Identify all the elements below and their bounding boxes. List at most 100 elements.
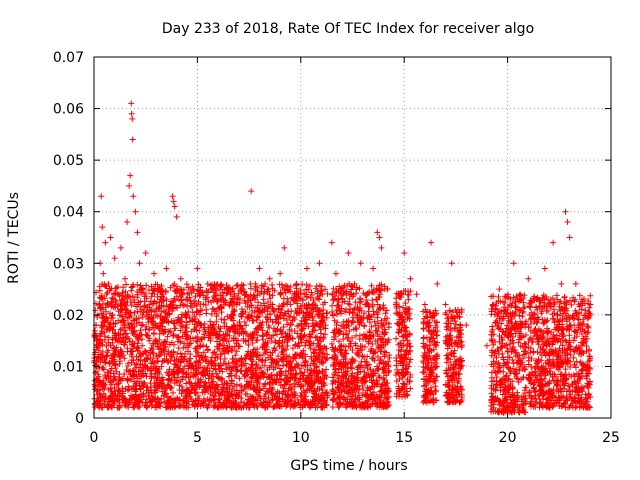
data-point (92, 383, 99, 390)
data-point (124, 377, 131, 384)
data-point (508, 302, 515, 309)
data-point (354, 351, 361, 358)
data-point (240, 282, 247, 289)
data-point (395, 383, 402, 390)
data-point (501, 386, 508, 393)
data-point (202, 294, 209, 301)
data-point (520, 305, 527, 312)
data-point (503, 359, 510, 366)
data-point (495, 367, 502, 374)
data-point (306, 373, 313, 380)
data-point (268, 385, 275, 392)
data-point (449, 387, 456, 394)
data-point (272, 319, 279, 326)
data-point (183, 295, 190, 302)
data-point (182, 374, 189, 381)
data-point (165, 358, 172, 365)
data-point (241, 373, 248, 380)
data-point (230, 300, 237, 307)
data-point (122, 311, 129, 318)
data-point (99, 355, 106, 362)
data-point (342, 355, 349, 362)
data-point (428, 334, 435, 341)
data-point (98, 295, 105, 302)
data-point (178, 291, 185, 298)
data-point (458, 362, 465, 369)
data-point (156, 325, 163, 332)
data-point (109, 339, 116, 346)
data-point (221, 301, 228, 308)
data-point (544, 396, 551, 403)
data-point (432, 341, 439, 348)
data-point (267, 310, 274, 317)
data-point (166, 395, 173, 402)
data-point (376, 282, 383, 289)
data-point (214, 338, 221, 345)
data-point (181, 353, 188, 360)
data-point (510, 360, 517, 367)
data-point (144, 313, 151, 320)
data-point (397, 291, 404, 298)
data-point (217, 351, 224, 358)
data-point (288, 371, 295, 378)
data-point (229, 355, 236, 362)
data-point (254, 346, 261, 353)
data-point (372, 401, 379, 408)
data-point (163, 350, 170, 357)
data-point (380, 305, 387, 312)
data-point (335, 303, 342, 310)
data-point (223, 331, 230, 338)
data-point (507, 381, 514, 388)
data-point (112, 297, 119, 304)
data-point (443, 369, 450, 376)
data-point (366, 316, 373, 323)
data-point (195, 381, 202, 388)
data-point (108, 365, 115, 372)
data-point (147, 367, 154, 374)
data-point (103, 308, 110, 315)
data-point (301, 369, 308, 376)
data-point (171, 357, 178, 364)
data-point (122, 288, 129, 295)
data-point (322, 331, 329, 338)
data-point (161, 399, 168, 406)
data-point (380, 364, 387, 371)
data-point (261, 362, 268, 369)
data-point (336, 400, 343, 407)
data-point (158, 395, 165, 402)
data-point (517, 297, 524, 304)
data-point (322, 356, 329, 363)
data-point (289, 345, 296, 352)
data-point (509, 345, 516, 352)
data-point (254, 364, 261, 371)
data-point (259, 319, 266, 326)
data-point (266, 324, 273, 331)
data-point (261, 302, 268, 309)
data-point (128, 302, 135, 309)
data-point (299, 372, 306, 379)
data-point (121, 400, 128, 407)
data-point (403, 347, 410, 354)
data-point (509, 337, 516, 344)
data-point (96, 287, 103, 294)
data-point (275, 340, 282, 347)
data-point (443, 320, 450, 327)
data-point (319, 317, 326, 324)
data-point (223, 281, 230, 288)
data-point (250, 382, 257, 389)
data-point (291, 316, 298, 323)
data-point (130, 404, 137, 411)
data-point (305, 323, 312, 330)
data-point (229, 386, 236, 393)
data-point (131, 297, 138, 304)
data-point (320, 310, 327, 317)
data-point (309, 401, 316, 408)
data-point (233, 392, 240, 399)
data-point (454, 343, 461, 350)
data-point (345, 323, 352, 330)
data-point (245, 366, 252, 373)
data-point (164, 333, 171, 340)
data-point (229, 312, 236, 319)
data-point (295, 379, 302, 386)
data-point (210, 396, 217, 403)
